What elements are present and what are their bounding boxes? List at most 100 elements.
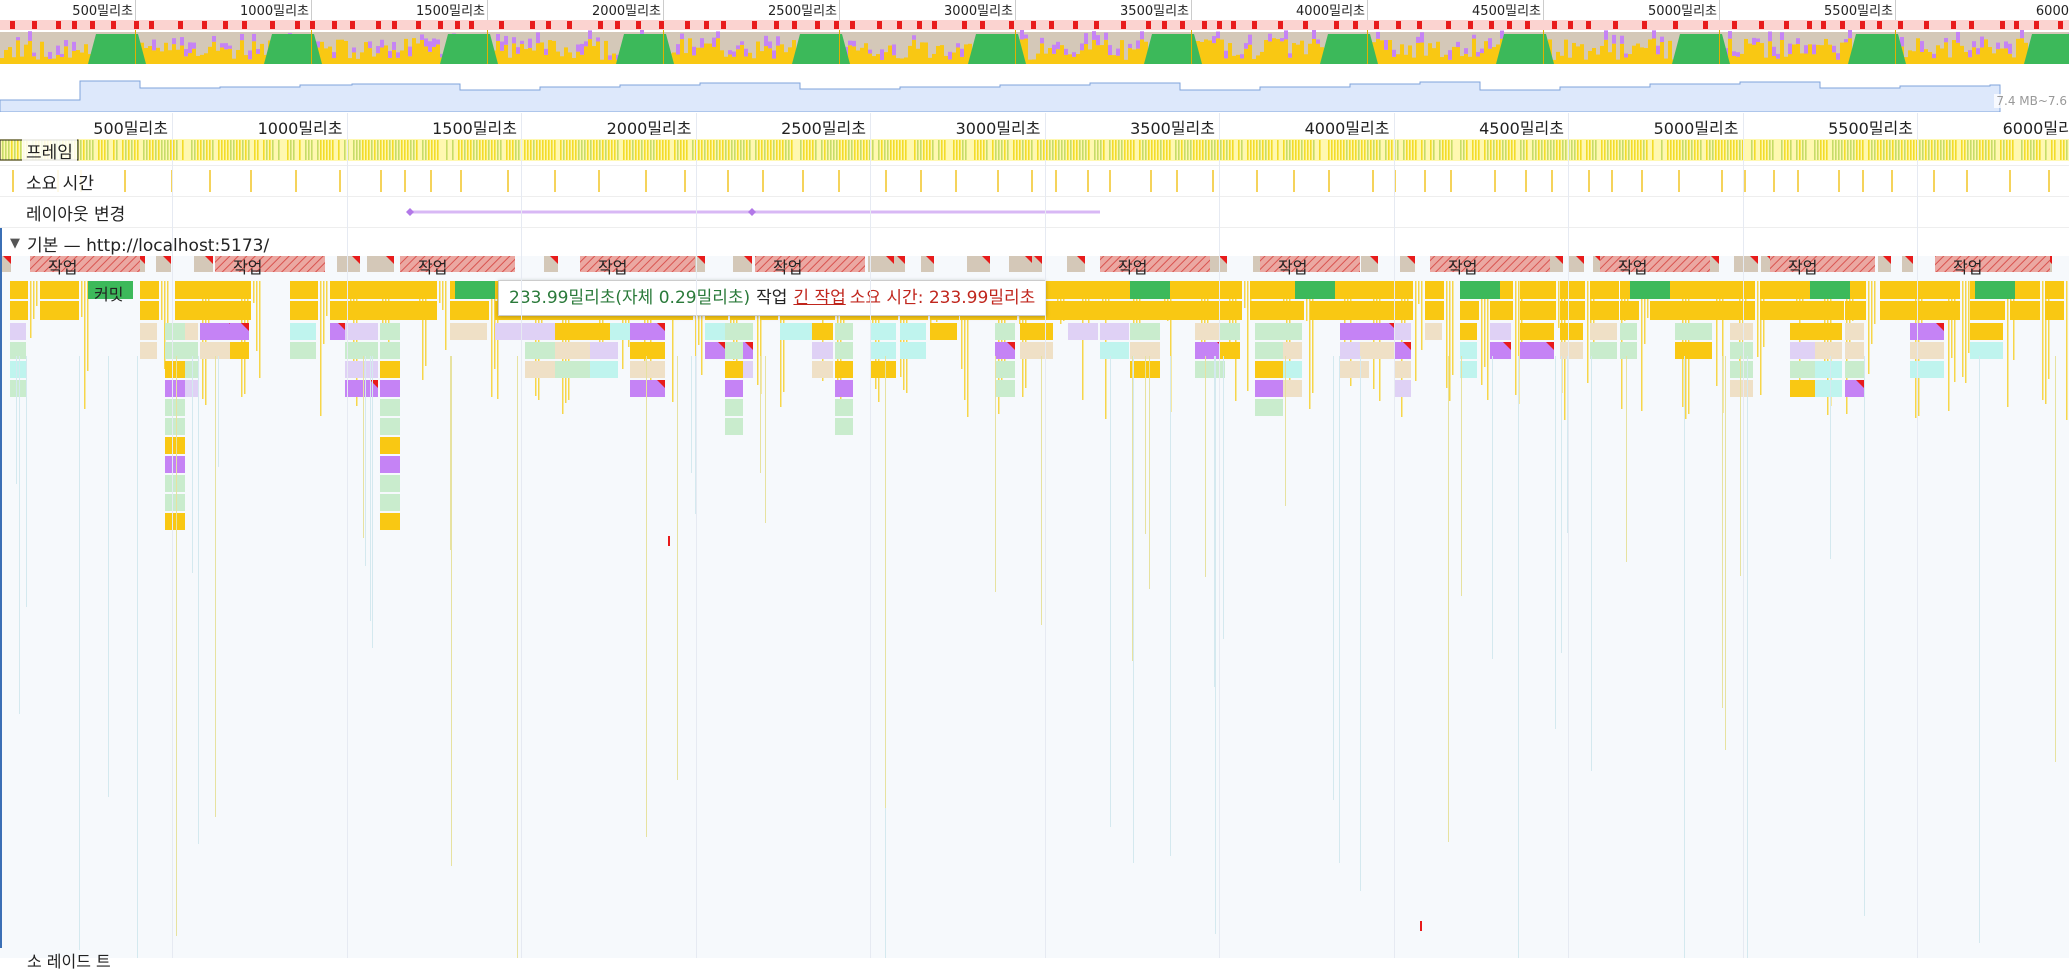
deep-stack-block xyxy=(165,342,185,359)
call-frame-block xyxy=(930,323,957,340)
long-task-mark xyxy=(223,21,228,29)
long-task-block xyxy=(1100,256,1210,272)
gridline xyxy=(870,113,871,958)
cpu-rendering xyxy=(408,46,412,57)
main-thread-header[interactable]: ▼ 기본 — http://localhost:5173/ xyxy=(0,228,2069,256)
cpu-rendering xyxy=(184,49,188,57)
main-tick-label: 2500밀리초 xyxy=(781,119,866,138)
main-thread-flame-chart[interactable] xyxy=(0,256,2069,958)
long-task-link[interactable]: 긴 작업 xyxy=(793,288,846,308)
frame-mark xyxy=(1253,140,1255,160)
cpu-scripting xyxy=(208,46,212,64)
commit-block xyxy=(1425,281,1444,299)
call-frame-block xyxy=(1490,323,1511,340)
frame-mark xyxy=(83,140,85,160)
cpu-scripting xyxy=(792,40,796,64)
long-task-mark xyxy=(1073,21,1078,29)
call-frame-block xyxy=(1395,323,1411,340)
cpu-rendering xyxy=(596,37,600,42)
long-task-mark xyxy=(242,21,247,29)
frame-mark xyxy=(2006,140,2008,160)
layout-shifts-track[interactable]: 레이아웃 변경 xyxy=(0,197,2069,228)
frame-mark xyxy=(1373,140,1375,160)
long-task-block xyxy=(400,256,515,272)
frame-mark xyxy=(1817,140,1819,160)
overview-tick: 5500밀리초 xyxy=(1824,0,1897,20)
overview-tick-label: 1500밀리초 xyxy=(416,4,485,19)
duration-mark xyxy=(1424,170,1426,192)
frame-mark xyxy=(1031,140,1033,160)
expand-triangle-icon[interactable]: ▼ xyxy=(10,236,20,251)
function-call-block xyxy=(1460,301,1479,320)
forced-reflow-triangle xyxy=(745,342,753,350)
frame-mark xyxy=(545,140,547,160)
frame-mark xyxy=(977,140,979,160)
frame-mark xyxy=(365,140,367,160)
thin-call-line xyxy=(1760,281,1762,395)
cpu-rendering xyxy=(1376,31,1380,39)
frames-track[interactable]: 프레임 xyxy=(0,135,2069,166)
frame-mark xyxy=(1367,140,1369,160)
cpu-scripting xyxy=(1560,55,1564,64)
frame-mark xyxy=(590,140,592,160)
cpu-scripting xyxy=(1812,54,1816,64)
cpu-scripting xyxy=(1744,38,1748,64)
frame-mark xyxy=(866,140,868,160)
duration-mark xyxy=(1611,170,1613,192)
frame-mark xyxy=(983,140,985,160)
overview-pane[interactable]: 500밀리초 1000밀리초 1500밀리초 2000밀리초 2500밀리초 3000밀리… xyxy=(0,0,2069,114)
thin-call-line xyxy=(1452,281,1454,375)
frame-mark xyxy=(965,140,967,160)
deep-thin-line xyxy=(1448,356,1449,842)
long-task-mark xyxy=(1252,21,1257,29)
duration-strip xyxy=(12,170,2050,192)
long-task-mark xyxy=(721,21,726,29)
frame-mark xyxy=(1445,140,1447,160)
cpu-rendering xyxy=(1736,52,1740,57)
function-call-block xyxy=(1935,301,1960,320)
long-task-mark xyxy=(310,21,315,29)
cpu-scripting xyxy=(1276,39,1280,64)
function-call-block xyxy=(1590,301,1619,320)
frame-mark xyxy=(293,140,295,160)
cpu-scripting xyxy=(1776,58,1780,64)
cpu-rendering xyxy=(1080,43,1084,51)
duration-mark xyxy=(1372,170,1374,192)
frame-mark xyxy=(458,140,460,160)
flame-chart-canvas[interactable] xyxy=(0,256,2069,958)
deep-stack-block xyxy=(1255,361,1283,378)
call-frame-block xyxy=(1790,380,1820,397)
function-call-block xyxy=(10,301,28,320)
frame-mark xyxy=(1511,140,1513,160)
long-task-mark xyxy=(178,21,183,29)
cpu-scripting xyxy=(1228,43,1232,64)
frame-mark xyxy=(932,140,934,160)
long-task-mark xyxy=(72,21,77,29)
cpu-scripting xyxy=(1908,50,1912,64)
thin-call-line xyxy=(1515,281,1517,395)
function-call-block xyxy=(1425,301,1444,320)
frame-mark xyxy=(137,140,139,160)
call-frame-block xyxy=(1130,342,1160,359)
cpu-scripting xyxy=(328,46,332,64)
cpu-rendering xyxy=(740,41,744,45)
frame-mark xyxy=(1502,140,1504,160)
deep-thin-line xyxy=(677,356,678,780)
task-block xyxy=(967,256,990,272)
cpu-scripting xyxy=(1200,41,1204,64)
frame-mark xyxy=(1079,140,1081,160)
cpu-scripting xyxy=(1764,57,1768,64)
frame-mark xyxy=(1838,140,1840,160)
duration-track[interactable]: 소요 시간 xyxy=(0,166,2069,197)
long-task-mark xyxy=(2034,21,2039,29)
deep-stack-block xyxy=(380,437,400,454)
call-frame-block xyxy=(1280,323,1302,340)
cpu-scripting xyxy=(1984,39,1988,64)
call-frame-block xyxy=(495,323,531,340)
cpu-scripting xyxy=(952,52,956,64)
deep-thin-line xyxy=(1145,356,1146,534)
task-block xyxy=(1708,256,1719,272)
cpu-scripting xyxy=(1668,40,1672,64)
frame-mark xyxy=(200,140,202,160)
frame-mark xyxy=(1166,140,1168,160)
